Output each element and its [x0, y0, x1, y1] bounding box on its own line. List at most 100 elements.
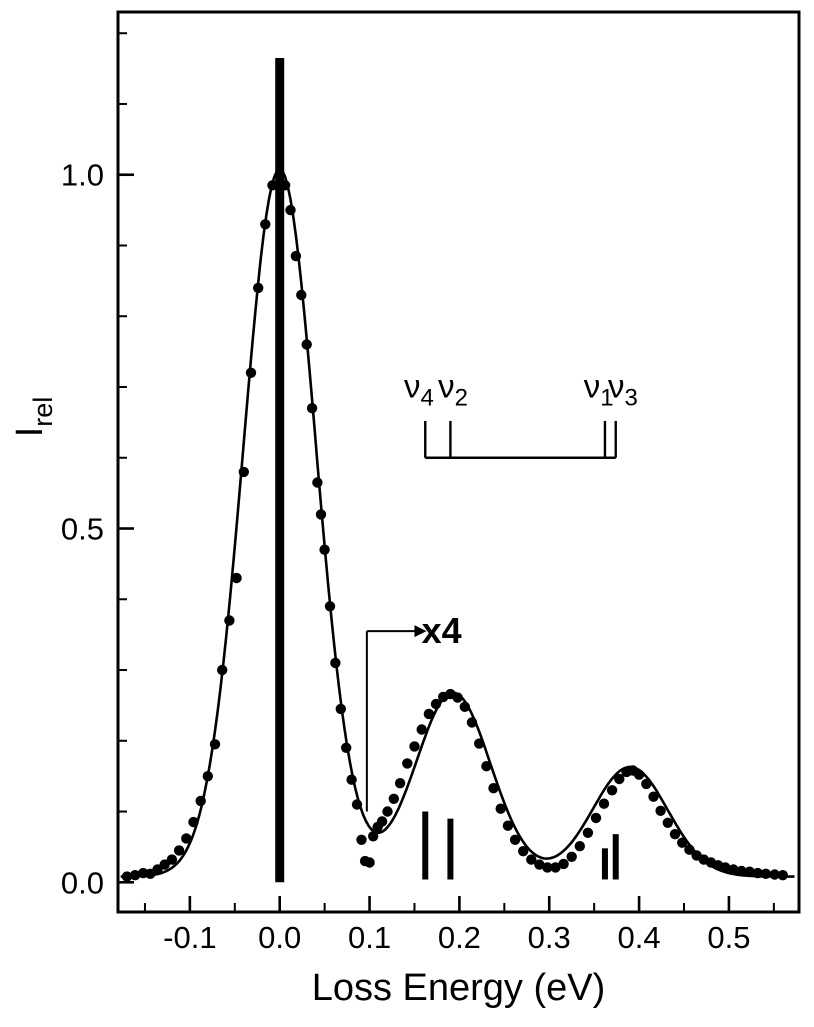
y-tick-label: 0.5 [61, 512, 104, 547]
data-point [279, 180, 291, 191]
data-point [129, 870, 141, 881]
data-point [720, 862, 731, 873]
data-point [566, 851, 577, 862]
data-point [669, 829, 681, 840]
data-point [430, 698, 442, 710]
data-point [641, 778, 652, 790]
data-point [301, 339, 312, 350]
data-point [481, 761, 492, 772]
data-points [121, 169, 788, 882]
data-point [402, 758, 413, 769]
data-point [526, 854, 537, 865]
scale-annotation-arrowhead [414, 625, 427, 638]
data-point [744, 866, 755, 877]
data-point [267, 180, 278, 191]
data-point [341, 742, 352, 753]
x-tick-label: 0.3 [528, 920, 571, 955]
data-point [382, 806, 393, 817]
data-point [633, 769, 645, 780]
data-point [324, 601, 336, 612]
data-point [452, 692, 463, 703]
data-point [518, 846, 529, 857]
data-point [662, 817, 673, 828]
y-tick-label: 1.0 [61, 158, 104, 193]
scale-annotation [365, 625, 427, 812]
data-point [416, 724, 427, 735]
data-point [319, 544, 330, 555]
x-tick-label: 0.1 [348, 920, 391, 955]
x-axis-label: Loss Energy (eV) [312, 967, 606, 1009]
x-tick-label: -0.1 [163, 920, 216, 955]
y-tick-label: 0.0 [61, 865, 104, 900]
y-tick-labels: 0.0 0.5 1.0 [61, 158, 104, 901]
x-tick-labels: -0.1 0.0 0.1 0.2 0.3 0.4 0.5 [163, 920, 750, 955]
data-point [590, 812, 602, 824]
data-point [760, 868, 771, 879]
plot-frame [116, 10, 801, 914]
data-point [509, 834, 521, 845]
mode-markers [422, 811, 619, 880]
data-point [312, 477, 323, 488]
data-point [777, 870, 788, 881]
data-point [238, 466, 249, 478]
data-point [260, 219, 271, 230]
data-point [285, 204, 296, 216]
data-point [542, 862, 553, 873]
x-tick-label: 0.5 [707, 920, 750, 955]
fit-curve-path [120, 167, 795, 878]
mode-label-1: ν2 [438, 368, 468, 412]
data-point [598, 798, 610, 809]
data-point [582, 827, 594, 838]
data-point [315, 509, 327, 520]
data-point [202, 771, 213, 782]
data-point [188, 816, 199, 828]
data-point [474, 738, 485, 749]
data-point [495, 803, 506, 814]
data-point [181, 833, 192, 844]
data-point [356, 834, 367, 845]
data-point [224, 615, 235, 626]
data-point [296, 289, 307, 301]
data-point [502, 820, 514, 831]
data-point [459, 701, 470, 712]
data-point [335, 703, 346, 715]
data-point [346, 774, 357, 785]
data-point [245, 367, 257, 378]
data-point [217, 664, 228, 676]
scale-annotation-text: x4 [422, 610, 462, 651]
data-point [394, 778, 406, 789]
mode-label-3: ν3 [608, 368, 638, 412]
data-point [376, 816, 388, 827]
data-point [290, 250, 302, 262]
mode-label-0: ν4 [404, 368, 434, 412]
data-point [173, 845, 185, 856]
mode-bracket [424, 420, 617, 459]
data-point [614, 773, 625, 785]
axis-ticks [118, 32, 775, 912]
data-point [728, 864, 739, 875]
data-point [550, 862, 561, 873]
x-tick-label: 0.2 [438, 920, 481, 955]
mode-label-2: ν1 [584, 368, 614, 412]
data-point [648, 791, 659, 802]
data-point [364, 857, 375, 868]
data-point [574, 841, 585, 852]
data-point [769, 869, 780, 880]
data-point [121, 871, 133, 882]
data-point [388, 793, 399, 804]
fit-curve [120, 167, 795, 878]
data-point [209, 739, 221, 750]
data-point [166, 854, 178, 865]
data-point [368, 831, 379, 842]
x-tick-label: 0.0 [258, 920, 301, 955]
data-point [330, 657, 341, 669]
data-point [736, 865, 747, 877]
data-point [306, 403, 318, 414]
data-point [231, 572, 242, 584]
data-point [558, 858, 569, 870]
data-point [423, 708, 435, 720]
data-point [253, 282, 264, 294]
